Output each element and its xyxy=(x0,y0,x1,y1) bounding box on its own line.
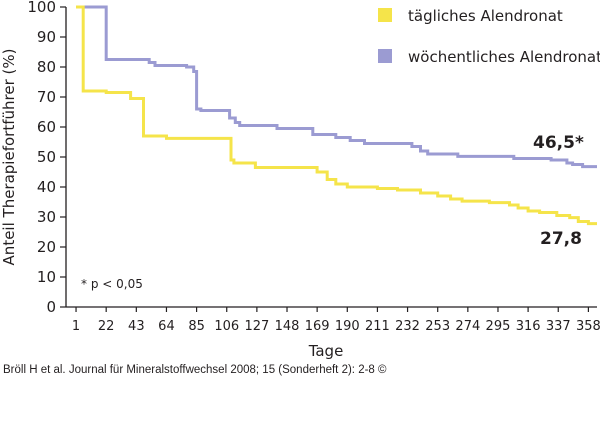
end-label-weekly: 46,5* xyxy=(533,133,584,153)
y-tick-label: 0 xyxy=(46,298,56,316)
series-group xyxy=(76,5,597,226)
x-tick-label: 43 xyxy=(128,319,145,334)
y-tick-label: 50 xyxy=(37,148,56,166)
x-tick-label: 148 xyxy=(275,319,300,334)
y-tick-label: 70 xyxy=(37,88,56,106)
x-tick-label: 337 xyxy=(546,319,571,334)
source-citation: Bröll H et al. Journal für Mineralstoffw… xyxy=(3,364,387,376)
legend: tägliches Alendronat wöchentliches Alend… xyxy=(378,7,600,66)
x-tick-label: 22 xyxy=(98,319,115,334)
x-tick-label: 85 xyxy=(188,319,205,334)
x-tick-label: 253 xyxy=(425,319,450,334)
legend-label-weekly: wöchentliches Alendronat xyxy=(408,48,600,66)
series-line-weekly xyxy=(76,5,597,169)
x-tick-label: 127 xyxy=(244,319,269,334)
x-tick-label: 64 xyxy=(158,319,175,334)
y-tick-label: 90 xyxy=(37,28,56,46)
y-tick-label: 100 xyxy=(27,0,56,16)
significance-note: * p < 0,05 xyxy=(81,277,143,291)
legend-swatch-weekly xyxy=(378,49,392,63)
y-tick-label: 80 xyxy=(37,58,56,76)
x-tick-label: 232 xyxy=(395,319,420,334)
x-tick-label: 106 xyxy=(214,319,239,334)
x-tick-label: 274 xyxy=(455,319,480,334)
y-tick-label: 10 xyxy=(37,268,56,286)
legend-swatch-daily xyxy=(378,8,392,22)
y-tick-label: 60 xyxy=(37,118,56,136)
y-tick-group: 0 10 20 30 40 50 60 70 80 90 100 xyxy=(27,0,66,316)
x-tick-label: 1 xyxy=(72,319,80,334)
x-tick-label: 211 xyxy=(365,319,390,334)
x-tick-label: 190 xyxy=(335,319,360,334)
x-axis-title: Tage xyxy=(308,342,344,360)
y-tick-label: 40 xyxy=(37,178,56,196)
y-axis-title: Anteil Therapiefortführer (%) xyxy=(0,49,18,266)
end-label-daily: 27,8 xyxy=(540,229,582,249)
x-tick-label: 169 xyxy=(305,319,330,334)
legend-label-daily: tägliches Alendronat xyxy=(408,7,563,25)
series-line-daily xyxy=(76,5,597,226)
x-tick-label: 358 xyxy=(576,319,600,334)
x-tick-group: 1 22 43 64 85 106 127 148 169 190 211 232 253 274 295 3… xyxy=(72,307,600,334)
y-tick-label: 20 xyxy=(37,238,56,256)
y-tick-label: 30 xyxy=(37,208,56,226)
x-tick-label: 316 xyxy=(516,319,541,334)
x-tick-label: 295 xyxy=(486,319,511,334)
